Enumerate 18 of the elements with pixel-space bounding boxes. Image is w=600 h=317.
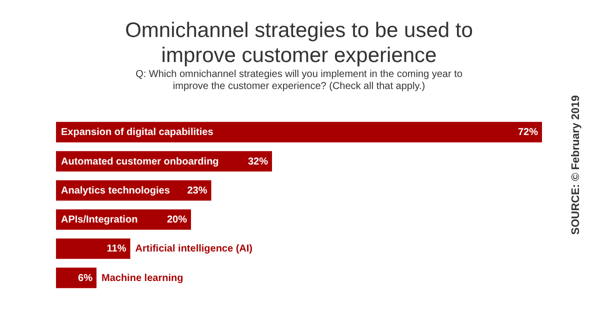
- data-label: 11%: [106, 244, 126, 255]
- y-tick-label: APIs/Integration: [61, 214, 138, 226]
- data-label: 23%: [187, 185, 208, 196]
- data-label: 6%: [78, 272, 93, 284]
- data-label: 32%: [248, 156, 268, 168]
- data-label: 72%: [518, 127, 538, 138]
- bar: [56, 122, 542, 142]
- bar: [56, 268, 96, 288]
- y-tick-label: Expansion of digital capabilities: [61, 127, 214, 138]
- y-tick-label: Analytics technologies: [61, 185, 170, 196]
- chart-title: Omnichannel strategies to be used to improve customer experience: [125, 19, 473, 68]
- chart-subtitle: Q: Which omnichannel strategies will you implement in the coming year to improve the customer experience? (Check all that apply.): [136, 69, 463, 92]
- y-tick-label: Artificial intelligence (AI): [135, 244, 252, 255]
- data-label: 20%: [166, 214, 188, 226]
- source-note: SOURCE: © February 2019: [570, 95, 582, 235]
- y-tick-label: Automated customer onboarding: [61, 156, 219, 168]
- bar: [56, 238, 130, 259]
- y-tick-label: Machine learning: [102, 272, 184, 284]
